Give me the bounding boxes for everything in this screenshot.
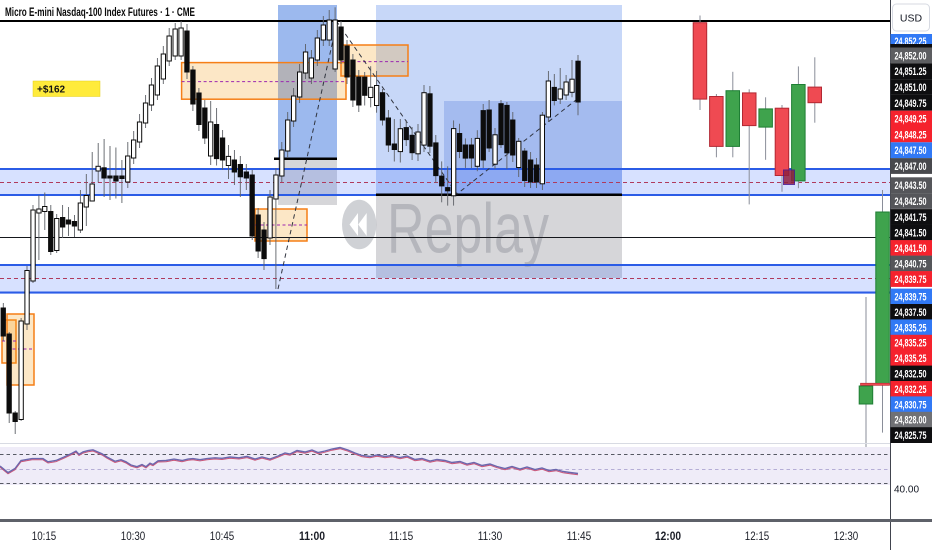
svg-text:24,837.50: 24,837.50 [895, 307, 927, 319]
svg-text:12:30: 12:30 [834, 531, 859, 543]
svg-text:24,847.00: 24,847.00 [895, 161, 927, 173]
svg-text:24,848.25: 24,848.25 [895, 129, 927, 141]
svg-text:10:45: 10:45 [210, 531, 235, 543]
svg-text:Replay: Replay [387, 189, 550, 268]
svg-text:24,825.75: 24,825.75 [895, 430, 927, 442]
svg-text:24,851.25: 24,851.25 [895, 66, 927, 78]
svg-text:24,839.75: 24,839.75 [895, 292, 927, 304]
svg-text:24,851.00: 24,851.00 [895, 82, 927, 94]
svg-text:24,835.25: 24,835.25 [895, 338, 927, 350]
svg-text:24,849.25: 24,849.25 [895, 114, 927, 126]
svg-text:11:45: 11:45 [567, 531, 592, 543]
svg-text:10:30: 10:30 [121, 531, 146, 543]
svg-text:24,840.75: 24,840.75 [895, 259, 927, 271]
svg-text:24,832.50: 24,832.50 [895, 369, 927, 381]
svg-text:11:30: 11:30 [478, 531, 503, 543]
svg-text:24,843.50: 24,843.50 [895, 180, 927, 192]
svg-text:24,841.50: 24,841.50 [895, 228, 927, 240]
svg-text:24,832.25: 24,832.25 [895, 384, 927, 396]
svg-text:24,841.50: 24,841.50 [895, 243, 927, 255]
svg-text:10:15: 10:15 [32, 531, 57, 543]
svg-text:24,847.50: 24,847.50 [895, 145, 927, 157]
svg-text:12:15: 12:15 [745, 531, 770, 543]
svg-text:40.00: 40.00 [894, 485, 919, 496]
svg-text:+$162: +$162 [37, 85, 66, 96]
svg-text:24,828.00: 24,828.00 [895, 415, 927, 427]
svg-text:11:15: 11:15 [389, 531, 414, 543]
svg-text:24,830.75: 24,830.75 [895, 399, 927, 411]
svg-text:24,842.50: 24,842.50 [895, 196, 927, 208]
svg-text:24,835.25: 24,835.25 [895, 353, 927, 365]
svg-text:11:00: 11:00 [299, 531, 325, 543]
svg-text:24,841.75: 24,841.75 [895, 212, 927, 224]
svg-text:24,852.00: 24,852.00 [895, 50, 927, 62]
svg-text:24,835.25: 24,835.25 [895, 322, 927, 334]
svg-text:12:00: 12:00 [655, 531, 681, 543]
svg-text:Micro E-mini Nasdaq-100 Index: Micro E-mini Nasdaq-100 Index Futures · … [5, 7, 195, 19]
svg-text:24,839.75: 24,839.75 [895, 274, 927, 286]
svg-text:USD: USD [900, 13, 923, 25]
svg-text:24,849.75: 24,849.75 [895, 98, 927, 110]
